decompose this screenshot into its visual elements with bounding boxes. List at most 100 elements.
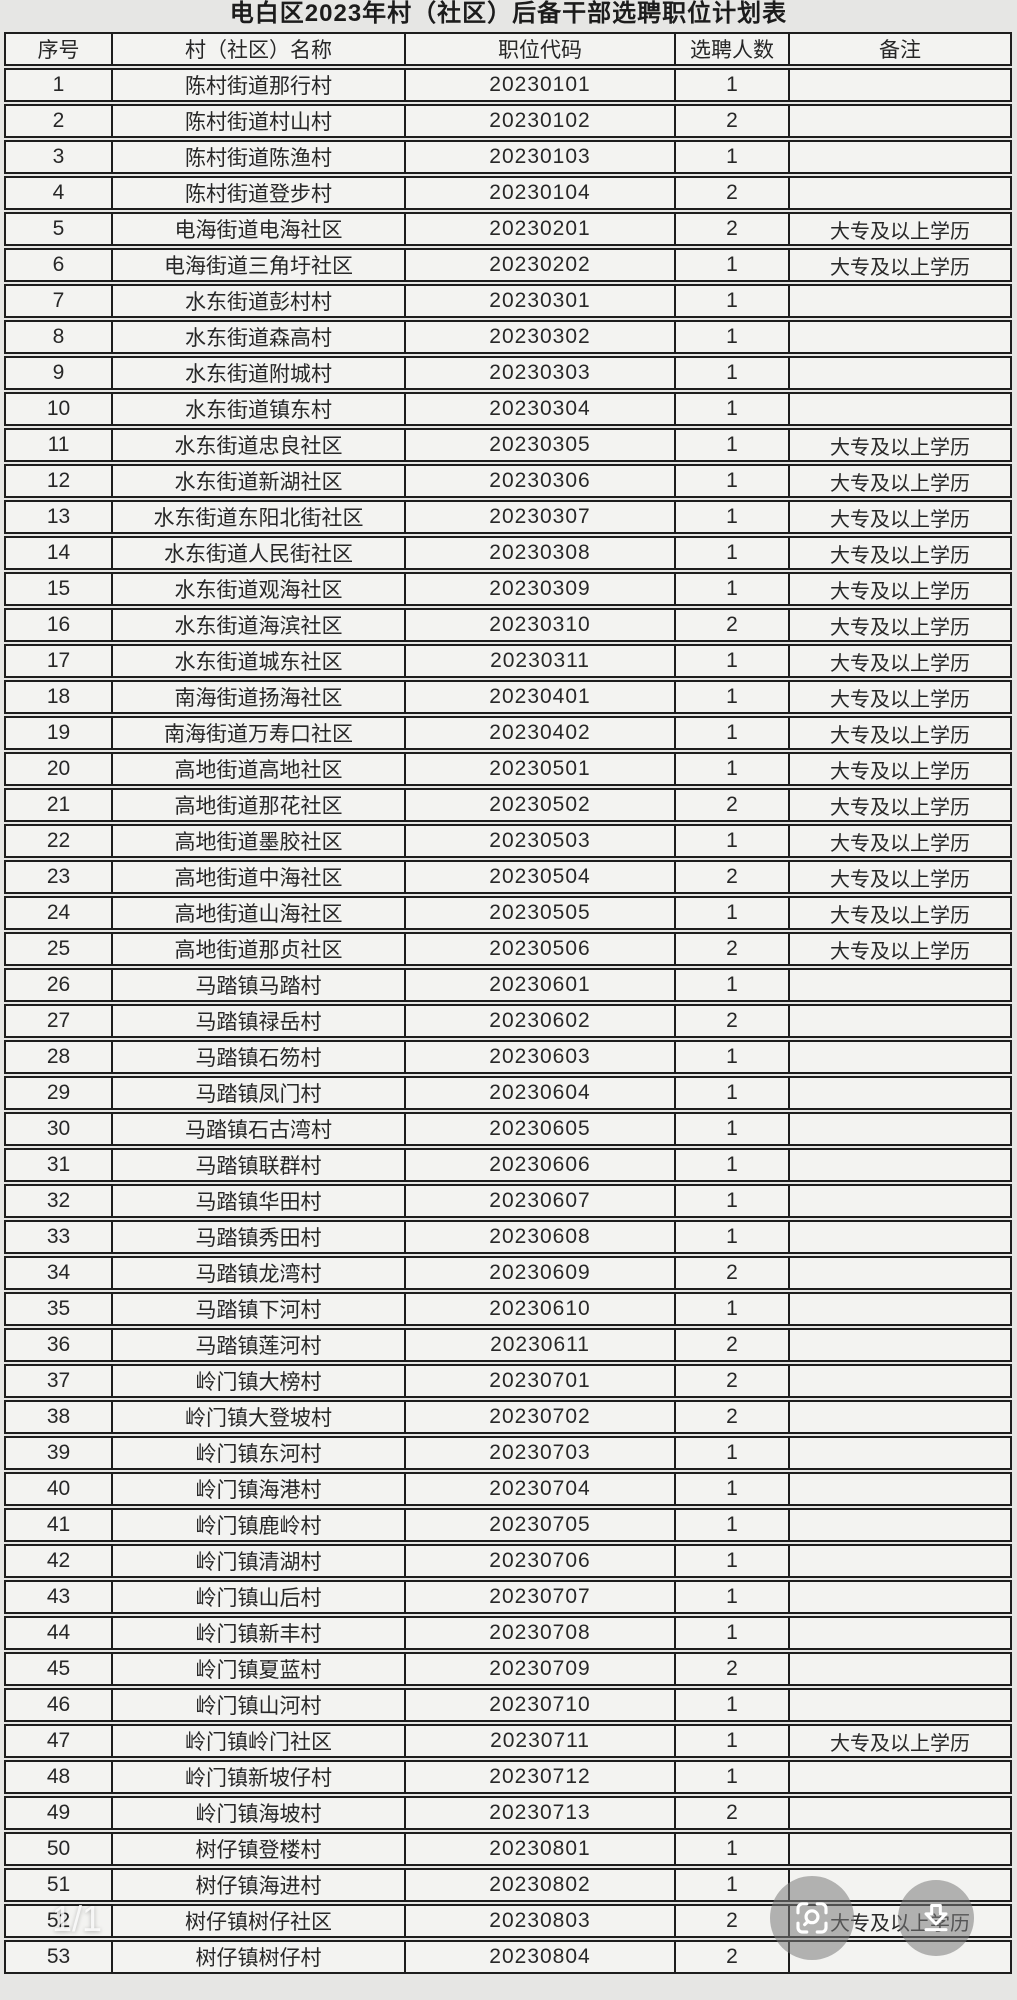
- village-name-cell: 树仔镇海进村: [111, 1868, 404, 1902]
- recruit-count-cell: 1: [674, 1292, 788, 1326]
- serial-cell: 29: [4, 1076, 111, 1110]
- village-name-cell: 电海街道三角圩社区: [111, 248, 404, 282]
- village-name-cell: 岭门镇岭门社区: [111, 1724, 404, 1758]
- village-name-cell: 马踏镇秀田村: [111, 1220, 404, 1254]
- position-code-cell: 20230704: [404, 1472, 674, 1506]
- image-search-button[interactable]: [770, 1876, 854, 1960]
- village-name-cell: 岭门镇鹿岭村: [111, 1508, 404, 1542]
- serial-cell: 19: [4, 716, 111, 750]
- village-name-cell: 马踏镇莲河村: [111, 1328, 404, 1362]
- table-row: 15 水东街道观海社区 20230309 1 大专及以上学历: [4, 572, 1012, 606]
- recruit-count-cell: 2: [674, 1004, 788, 1038]
- serial-cell: 32: [4, 1184, 111, 1218]
- serial-cell: 31: [4, 1148, 111, 1182]
- serial-cell: 11: [4, 428, 111, 462]
- village-name-cell: 马踏镇凤门村: [111, 1076, 404, 1110]
- serial-cell: 45: [4, 1652, 111, 1686]
- recruit-count-cell: 1: [674, 644, 788, 678]
- table-row: 10 水东街道镇东村 20230304 1: [4, 392, 1012, 426]
- table-row: 50 树仔镇登楼村 20230801 1: [4, 1832, 1012, 1866]
- recruit-count-cell: 1: [674, 716, 788, 750]
- village-name-cell: 马踏镇华田村: [111, 1184, 404, 1218]
- recruit-count-cell: 1: [674, 68, 788, 102]
- remark-cell: 大专及以上学历: [788, 716, 1012, 750]
- recruit-count-cell: 1: [674, 1724, 788, 1758]
- village-name-cell: 高地街道中海社区: [111, 860, 404, 894]
- recruit-count-cell: 1: [674, 284, 788, 318]
- remark-cell: [788, 1292, 1012, 1326]
- serial-cell: 43: [4, 1580, 111, 1614]
- position-code-cell: 20230604: [404, 1076, 674, 1110]
- table-row: 26 马踏镇马踏村 20230601 1: [4, 968, 1012, 1002]
- recruit-count-cell: 1: [674, 356, 788, 390]
- village-name-cell: 马踏镇马踏村: [111, 968, 404, 1002]
- village-name-cell: 岭门镇清湖村: [111, 1544, 404, 1578]
- table-row: 1 陈村街道那行村 20230101 1: [4, 68, 1012, 102]
- serial-cell: 13: [4, 500, 111, 534]
- table-row: 53 树仔镇树仔村 20230804 2: [4, 1940, 1012, 1974]
- serial-cell: 23: [4, 860, 111, 894]
- remark-cell: [788, 284, 1012, 318]
- table-row: 12 水东街道新湖社区 20230306 1 大专及以上学历: [4, 464, 1012, 498]
- village-name-cell: 马踏镇下河村: [111, 1292, 404, 1326]
- recruit-count-cell: 2: [674, 104, 788, 138]
- serial-cell: 40: [4, 1472, 111, 1506]
- table-row: 7 水东街道彭村村 20230301 1: [4, 284, 1012, 318]
- table-row: 14 水东街道人民街社区 20230308 1 大专及以上学历: [4, 536, 1012, 570]
- position-code-cell: 20230803: [404, 1904, 674, 1938]
- remark-cell: 大专及以上学历: [788, 428, 1012, 462]
- serial-cell: 2: [4, 104, 111, 138]
- remark-cell: [788, 968, 1012, 1002]
- recruit-count-cell: 1: [674, 1148, 788, 1182]
- position-code-cell: 20230703: [404, 1436, 674, 1470]
- position-code-cell: 20230706: [404, 1544, 674, 1578]
- serial-cell: 7: [4, 284, 111, 318]
- village-name-cell: 水东街道海滨社区: [111, 608, 404, 642]
- position-code-cell: 20230707: [404, 1580, 674, 1614]
- position-code-cell: 20230611: [404, 1328, 674, 1362]
- village-name-cell: 马踏镇禄岳村: [111, 1004, 404, 1038]
- download-icon: [916, 1898, 956, 1938]
- table-row: 36 马踏镇莲河村 20230611 2: [4, 1328, 1012, 1362]
- recruit-count-cell: 1: [674, 1688, 788, 1722]
- recruit-count-cell: 2: [674, 788, 788, 822]
- serial-cell: 44: [4, 1616, 111, 1650]
- recruit-count-cell: 1: [674, 1040, 788, 1074]
- serial-cell: 17: [4, 644, 111, 678]
- serial-cell: 46: [4, 1688, 111, 1722]
- village-name-cell: 岭门镇新丰村: [111, 1616, 404, 1650]
- serial-cell: 28: [4, 1040, 111, 1074]
- recruit-count-cell: 1: [674, 536, 788, 570]
- table-row: 35 马踏镇下河村 20230610 1: [4, 1292, 1012, 1326]
- village-name-cell: 水东街道新湖社区: [111, 464, 404, 498]
- table-row: 25 高地街道那贞社区 20230506 2 大专及以上学历: [4, 932, 1012, 966]
- recruit-count-cell: 1: [674, 392, 788, 426]
- position-code-cell: 20230804: [404, 1940, 674, 1974]
- remark-cell: [788, 1832, 1012, 1866]
- position-code-cell: 20230609: [404, 1256, 674, 1290]
- position-code-cell: 20230301: [404, 284, 674, 318]
- village-name-cell: 陈村街道那行村: [111, 68, 404, 102]
- table-row: 49 岭门镇海坡村 20230713 2: [4, 1796, 1012, 1830]
- recruit-count-cell: 1: [674, 1544, 788, 1578]
- serial-cell: 52: [4, 1904, 111, 1938]
- remark-cell: 大专及以上学历: [788, 500, 1012, 534]
- table-row: 17 水东街道城东社区 20230311 1 大专及以上学历: [4, 644, 1012, 678]
- table-row: 29 马踏镇凤门村 20230604 1: [4, 1076, 1012, 1110]
- serial-cell: 6: [4, 248, 111, 282]
- remark-cell: 大专及以上学历: [788, 752, 1012, 786]
- recruit-count-cell: 2: [674, 1904, 788, 1938]
- serial-cell: 26: [4, 968, 111, 1002]
- table-row: 31 马踏镇联群村 20230606 1: [4, 1148, 1012, 1182]
- remark-cell: [788, 1112, 1012, 1146]
- download-button[interactable]: [898, 1880, 974, 1956]
- serial-cell: 12: [4, 464, 111, 498]
- position-code-cell: 20230711: [404, 1724, 674, 1758]
- remark-cell: 大专及以上学历: [788, 248, 1012, 282]
- position-code-cell: 20230311: [404, 644, 674, 678]
- remark-cell: [788, 320, 1012, 354]
- position-code-cell: 20230307: [404, 500, 674, 534]
- serial-cell: 27: [4, 1004, 111, 1038]
- serial-cell: 10: [4, 392, 111, 426]
- village-name-cell: 水东街道附城村: [111, 356, 404, 390]
